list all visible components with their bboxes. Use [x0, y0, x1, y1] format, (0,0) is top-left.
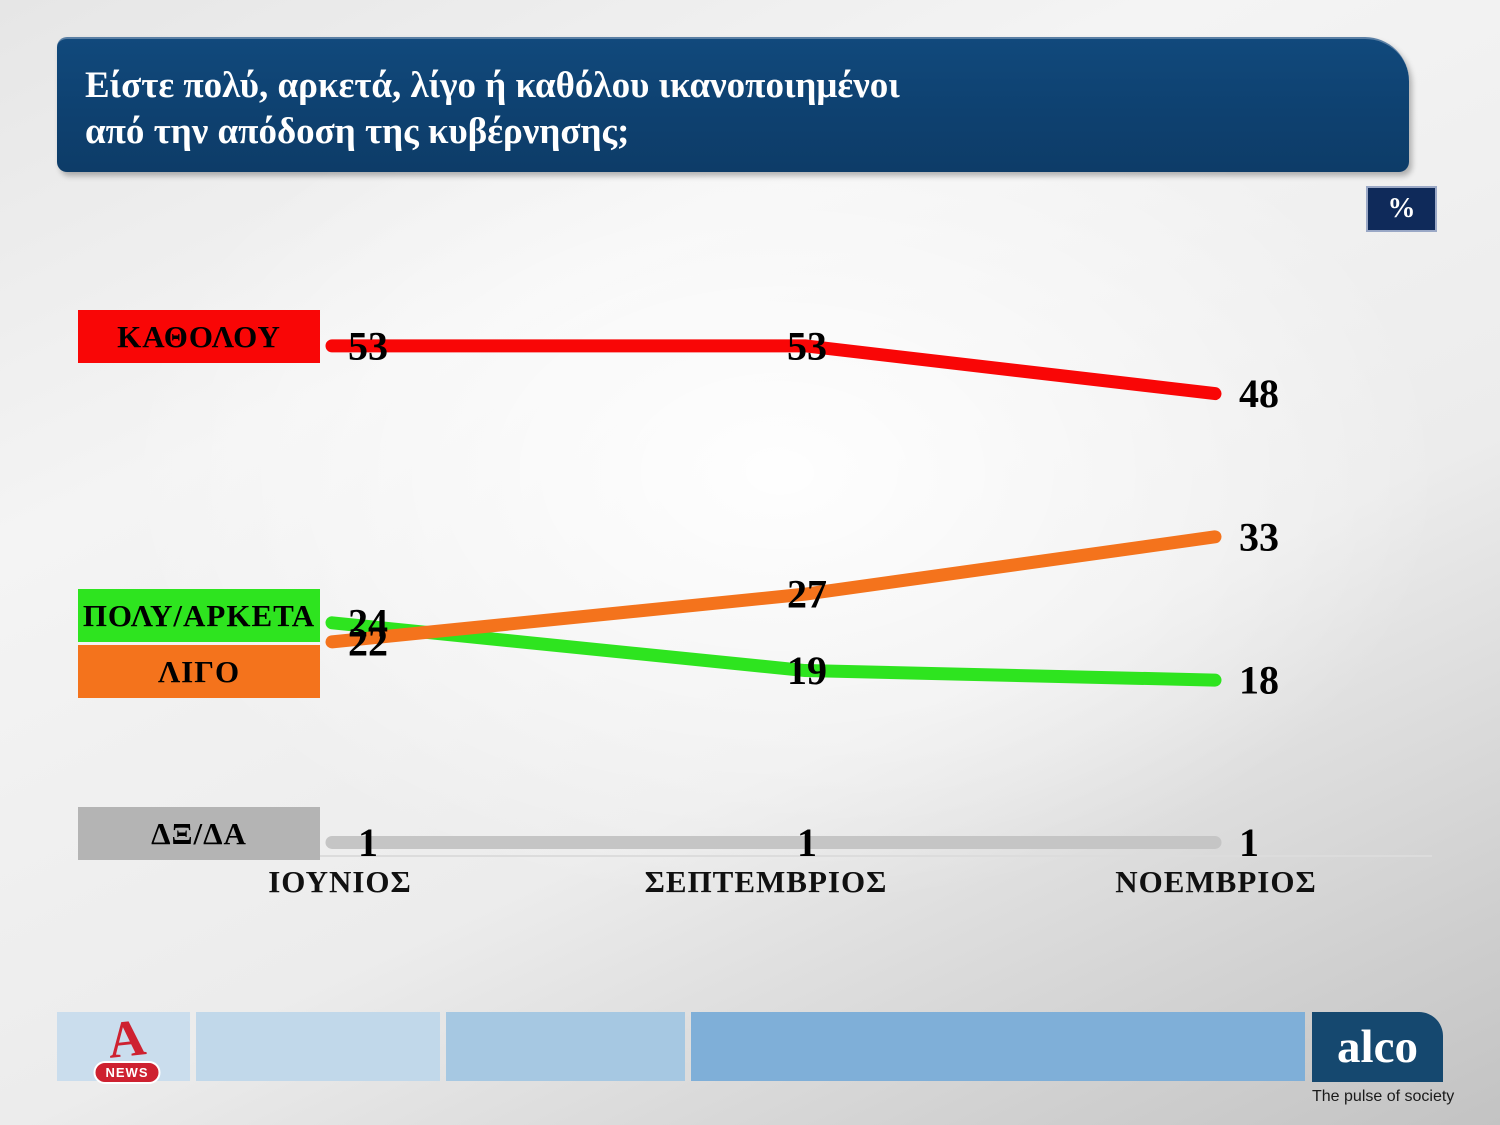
- question-title-box: Είστε πολύ, αρκετά, λίγο ή καθόλου ικανο…: [57, 37, 1409, 172]
- question-title-line1: Είστε πολύ, αρκετά, λίγο ή καθόλου ικανο…: [85, 65, 900, 106]
- value-label-ΚΑΘΟΛΟΥ-ΙΟΥΝΙΟΣ: 53: [348, 323, 388, 368]
- x-axis-label-november: ΝΟΕΜΒΡΙΟΣ: [1115, 864, 1317, 899]
- alpha-news-logo: A NEWS: [92, 1009, 162, 1084]
- value-label-ΠΟΛΥ/ΑΡΚΕΤΑ-ΝΟΕΜΒΡΙΟΣ: 18: [1239, 658, 1279, 703]
- x-axis-label-september: ΣΕΠΤΕΜΒΡΙΟΣ: [644, 864, 888, 899]
- value-label-ΚΑΘΟΛΟΥ-ΝΟΕΜΒΡΙΟΣ: 48: [1239, 371, 1279, 416]
- value-label-ΠΟΛΥ/ΑΡΚΕΤΑ-ΣΕΠΤΕΜΒΡΙΟΣ: 19: [787, 648, 827, 693]
- alco-logo: alco: [1312, 1012, 1443, 1082]
- x-axis-label-june: ΙΟΥΝΙΟΣ: [268, 864, 412, 899]
- value-label-ΔΞ/ΔΑ-ΝΟΕΜΒΡΙΟΣ: 1: [1239, 820, 1259, 865]
- legend-label-ligo: ΛΙΓΟ: [157, 653, 241, 689]
- value-label-ΚΑΘΟΛΟΥ-ΣΕΠΤΕΜΒΡΙΟΣ: 53: [787, 323, 827, 368]
- value-label-ΛΙΓΟ-ΝΟΕΜΒΡΙΟΣ: 33: [1239, 514, 1279, 559]
- legend-item-ligo: ΛΙΓΟ: [78, 645, 320, 698]
- alco-logo-text: alco: [1337, 1021, 1418, 1073]
- legend-item-kathólou: ΚΑΘΟΛΟΥ: [78, 310, 320, 363]
- series-line-ΚΑΘΟΛΟΥ: [325, 339, 1222, 401]
- value-label-ΔΞ/ΔΑ-ΣΕΠΤΕΜΒΡΙΟΣ: 1: [797, 820, 817, 865]
- legend-label-dx-da: ΔΞ/ΔΑ: [151, 815, 247, 851]
- value-label-ΛΙΓΟ-ΙΟΥΝΙΟΣ: 22: [348, 619, 388, 664]
- question-title-line2: από την απόδοση της κυβέρνησης;: [85, 111, 630, 152]
- value-label-ΔΞ/ΔΑ-ΙΟΥΝΙΟΣ: 1: [358, 820, 378, 865]
- footer-block-blue-3: [691, 1012, 1305, 1081]
- series-line-ΛΙΓΟ: [325, 530, 1222, 649]
- value-label-ΠΟΛΥ/ΑΡΚΕΤΑ-ΙΟΥΝΙΟΣ: 24: [348, 600, 388, 645]
- alpha-news-pill: NEWS: [93, 1061, 161, 1084]
- legend-item-dx-da: ΔΞ/ΔΑ: [78, 807, 320, 860]
- alco-tagline: The pulse of society: [1312, 1088, 1455, 1105]
- footer-block-blue-1: [196, 1012, 440, 1081]
- legend-label-poly-arketa: ΠΟΛΥ/ΑΡΚΕΤΑ: [82, 597, 316, 633]
- series-line-ΠΟΛΥ/ΑΡΚΕΤΑ: [325, 616, 1222, 687]
- footer-block-blue-2: [446, 1012, 685, 1081]
- legend-item-poly-arketa: ΠΟΛΥ/ΑΡΚΕΤΑ: [78, 589, 320, 642]
- percent-unit-badge: %: [1366, 186, 1437, 232]
- alpha-a-icon: A: [105, 1009, 149, 1070]
- legend-label-kathólou: ΚΑΘΟΛΟΥ: [117, 318, 281, 354]
- value-label-ΛΙΓΟ-ΣΕΠΤΕΜΒΡΙΟΣ: 27: [787, 572, 827, 617]
